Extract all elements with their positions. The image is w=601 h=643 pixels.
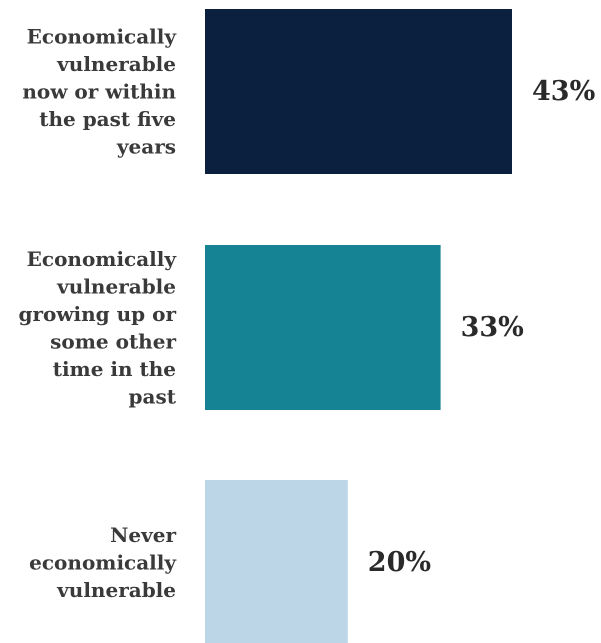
category-label-line: the past five	[39, 107, 176, 131]
category-label-line: years	[116, 135, 176, 159]
bar-2	[205, 245, 441, 410]
bar-1	[205, 9, 512, 174]
category-label-line: economically	[29, 551, 177, 575]
category-label-1: Economically vulnerable now or within the p…	[22, 25, 177, 159]
value-label-1: 43%	[532, 76, 595, 107]
category-label-line: vulnerable	[56, 274, 176, 298]
category-label-line: Never	[110, 523, 176, 547]
category-label-2: Economically vulnerable growing up or some …	[18, 247, 177, 409]
category-label-line: Economically	[27, 247, 178, 271]
category-label-line: Economically	[27, 25, 178, 49]
category-label-line: past	[129, 384, 177, 408]
value-label-2: 33%	[461, 312, 524, 343]
category-label-line: some other	[50, 329, 176, 353]
category-label-line: vulnerable	[56, 52, 176, 76]
bar-3	[205, 480, 348, 643]
category-label-line: now or within	[22, 80, 176, 104]
category-label-line: growing up or	[18, 302, 176, 326]
value-label-3: 20%	[368, 547, 431, 578]
category-label-line: vulnerable	[56, 578, 176, 602]
category-label-line: time in the	[53, 357, 176, 381]
category-label-3: Never economically vulnerable	[29, 523, 177, 602]
